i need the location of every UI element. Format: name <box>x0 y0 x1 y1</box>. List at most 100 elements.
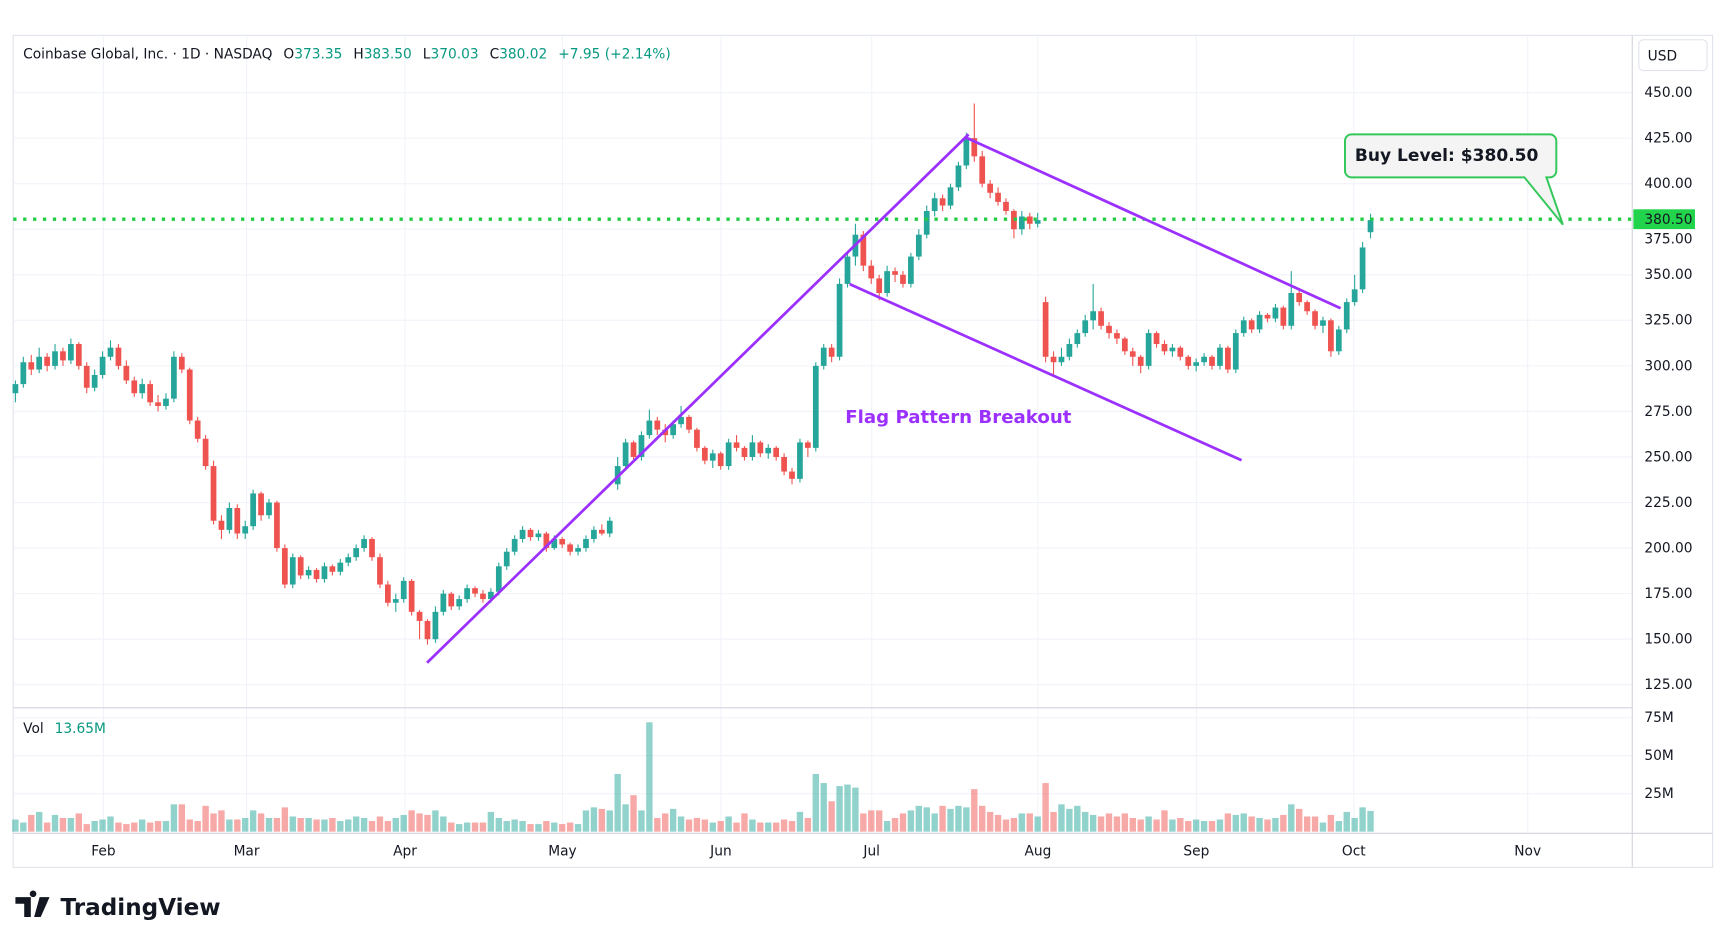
candle[interactable] <box>947 183 954 210</box>
volume-legend[interactable]: Vol 13.65M <box>23 721 106 737</box>
candle[interactable] <box>480 589 486 603</box>
candle[interactable] <box>75 342 82 370</box>
volume-axis[interactable]: 25M 50M 75M <box>1644 710 1673 802</box>
candle[interactable] <box>678 405 684 428</box>
candle[interactable] <box>725 438 732 470</box>
candle[interactable] <box>1209 354 1215 370</box>
candle[interactable] <box>583 535 589 552</box>
candle[interactable] <box>701 446 708 465</box>
candle[interactable] <box>789 467 795 485</box>
candle[interactable] <box>392 593 399 612</box>
candle[interactable] <box>1129 347 1136 366</box>
candle[interactable] <box>345 553 352 567</box>
candle[interactable] <box>1106 322 1112 339</box>
candle[interactable] <box>115 344 122 370</box>
candle[interactable] <box>503 548 510 570</box>
candle[interactable] <box>234 504 241 539</box>
candle[interactable] <box>131 376 138 397</box>
time-axis[interactable]: Feb Mar Apr May Jun Jul Aug Sep Oct Nov <box>91 843 1541 859</box>
candle[interactable] <box>1240 316 1247 337</box>
candle[interactable] <box>1248 318 1255 334</box>
flagpole-trendline[interactable] <box>426 133 970 664</box>
tradingview-logo[interactable]: TradingView <box>15 890 221 921</box>
candle[interactable] <box>337 559 344 576</box>
candle[interactable] <box>297 555 304 580</box>
candle[interactable] <box>567 542 573 556</box>
candle[interactable] <box>955 161 962 191</box>
candle[interactable] <box>305 566 312 580</box>
candle[interactable] <box>99 351 106 379</box>
candle[interactable] <box>630 440 637 461</box>
candle[interactable] <box>1335 325 1342 355</box>
candle[interactable] <box>820 344 827 370</box>
candle[interactable] <box>1082 314 1089 337</box>
candle[interactable] <box>915 229 922 261</box>
flag-pattern-drawing[interactable] <box>426 133 1342 664</box>
candle[interactable] <box>1359 241 1366 293</box>
candle[interactable] <box>408 579 415 616</box>
candle[interactable] <box>60 347 66 366</box>
candle[interactable] <box>741 446 748 461</box>
candle[interactable] <box>155 395 161 412</box>
candle[interactable] <box>1304 300 1310 315</box>
candle[interactable] <box>900 271 906 288</box>
candle[interactable] <box>1288 271 1295 330</box>
candle[interactable] <box>1050 351 1057 375</box>
candle[interactable] <box>1312 309 1318 330</box>
candle[interactable] <box>369 537 375 561</box>
candle[interactable] <box>91 369 98 392</box>
candle[interactable] <box>1003 198 1009 215</box>
candle[interactable] <box>266 498 272 519</box>
candle[interactable] <box>694 427 700 452</box>
candle[interactable] <box>797 438 803 483</box>
candle[interactable] <box>591 526 597 543</box>
candle[interactable] <box>1320 316 1326 334</box>
candle[interactable] <box>733 435 740 452</box>
candle[interactable] <box>424 619 431 645</box>
candle[interactable] <box>979 150 986 188</box>
candle[interactable] <box>1201 353 1207 366</box>
candle[interactable] <box>83 362 90 394</box>
symbol-legend[interactable]: Coinbase Global, Inc. · 1D · NASDAQ O373… <box>23 46 671 62</box>
candle[interactable] <box>218 515 225 539</box>
candle[interactable] <box>321 562 328 583</box>
candle[interactable] <box>1137 354 1144 374</box>
candle[interactable] <box>805 440 811 457</box>
candle[interactable] <box>1177 345 1184 361</box>
candle[interactable] <box>527 528 534 541</box>
candle[interactable] <box>765 444 772 459</box>
candle[interactable] <box>1272 303 1279 323</box>
candle[interactable] <box>1256 311 1263 334</box>
candle[interactable] <box>606 517 613 538</box>
candle[interactable] <box>147 380 153 406</box>
candle[interactable] <box>662 424 669 443</box>
candle[interactable] <box>202 435 209 470</box>
candle[interactable] <box>836 278 843 361</box>
candle[interactable] <box>1232 329 1239 374</box>
candle[interactable] <box>622 438 629 470</box>
candle[interactable] <box>1034 212 1041 228</box>
candle[interactable] <box>1058 347 1065 366</box>
candle[interactable] <box>1074 329 1081 348</box>
candle[interactable] <box>1114 329 1120 345</box>
candle[interactable] <box>472 586 478 598</box>
candle[interactable] <box>812 362 819 452</box>
candle[interactable] <box>242 520 249 539</box>
flag-lower-trendline[interactable] <box>849 282 1243 462</box>
candle[interactable] <box>123 360 130 385</box>
candle[interactable] <box>464 584 470 603</box>
candle[interactable] <box>400 577 407 603</box>
candle[interactable] <box>773 446 780 461</box>
candle[interactable] <box>923 205 930 239</box>
candle[interactable] <box>1042 296 1049 363</box>
candle[interactable] <box>1169 344 1176 357</box>
candle[interactable] <box>1343 298 1350 334</box>
candle[interactable] <box>385 580 391 607</box>
candle[interactable] <box>313 568 320 583</box>
candle[interactable] <box>36 347 43 374</box>
candle[interactable] <box>543 531 550 552</box>
candle[interactable] <box>353 544 360 561</box>
candle[interactable] <box>931 192 938 217</box>
pattern-label[interactable]: Flag Pattern Breakout <box>845 407 1071 428</box>
candle[interactable] <box>432 606 439 643</box>
